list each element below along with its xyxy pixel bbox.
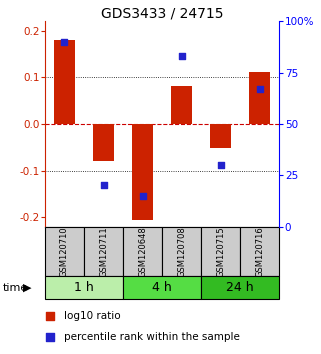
Point — [140, 193, 145, 199]
Text: log10 ratio: log10 ratio — [64, 311, 120, 321]
Bar — [132, 124, 153, 219]
Text: 1 h: 1 h — [74, 281, 94, 294]
Text: ▶: ▶ — [22, 282, 31, 293]
Text: GSM120715: GSM120715 — [216, 226, 225, 277]
Point — [47, 334, 52, 340]
Text: GSM120710: GSM120710 — [60, 226, 69, 277]
Bar — [249, 72, 271, 124]
Title: GDS3433 / 24715: GDS3433 / 24715 — [101, 6, 223, 20]
Point — [257, 86, 262, 92]
Bar — [84, 227, 123, 276]
Text: time: time — [3, 282, 29, 293]
Text: 4 h: 4 h — [152, 281, 172, 294]
Bar — [123, 276, 201, 299]
Bar — [201, 227, 240, 276]
Point — [62, 39, 67, 45]
Text: percentile rank within the sample: percentile rank within the sample — [64, 332, 239, 342]
Bar — [162, 227, 201, 276]
Bar — [54, 40, 75, 124]
Text: GSM120708: GSM120708 — [177, 226, 186, 277]
Text: GSM120711: GSM120711 — [99, 226, 108, 277]
Bar — [240, 227, 279, 276]
Text: 24 h: 24 h — [226, 281, 254, 294]
Bar — [171, 86, 192, 124]
Text: GSM120716: GSM120716 — [255, 226, 264, 277]
Bar — [93, 124, 114, 161]
Bar — [45, 276, 123, 299]
Bar — [210, 124, 231, 148]
Bar — [45, 227, 84, 276]
Bar — [123, 227, 162, 276]
Text: GSM120648: GSM120648 — [138, 226, 147, 277]
Point — [218, 162, 223, 168]
Bar — [201, 276, 279, 299]
Point — [179, 53, 184, 59]
Point — [47, 313, 52, 319]
Point — [101, 183, 106, 188]
